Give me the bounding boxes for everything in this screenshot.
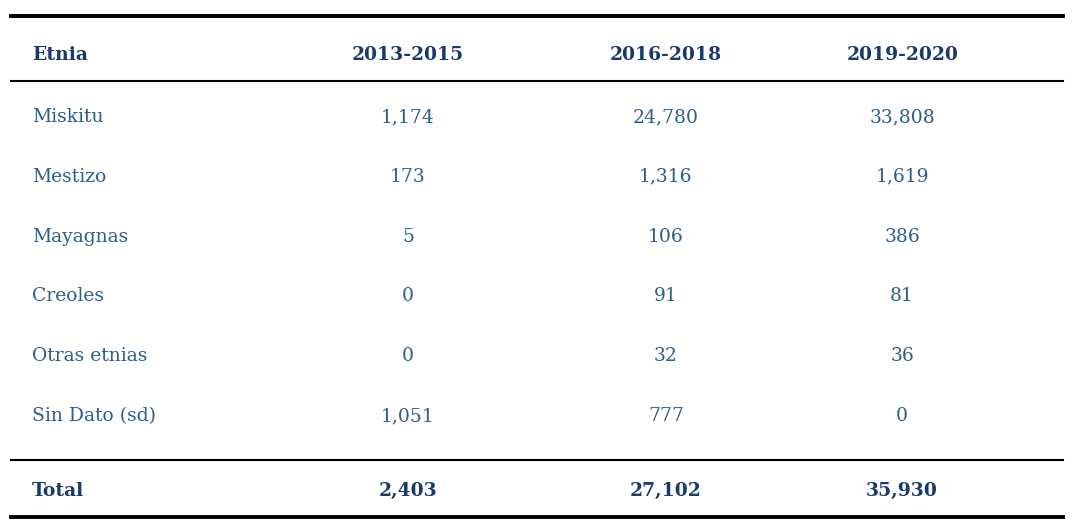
Text: Mestizo: Mestizo	[32, 168, 106, 186]
Text: 2019-2020: 2019-2020	[846, 46, 958, 63]
Text: Miskitu: Miskitu	[32, 108, 104, 126]
Text: 0: 0	[896, 407, 909, 425]
Text: 777: 777	[648, 407, 684, 425]
Text: 33,808: 33,808	[869, 108, 935, 126]
Text: 91: 91	[654, 288, 678, 305]
Text: 0: 0	[402, 347, 415, 365]
Text: Etnia: Etnia	[32, 46, 88, 63]
Text: 2013-2015: 2013-2015	[352, 46, 464, 63]
Text: 35,930: 35,930	[867, 483, 938, 500]
Text: 32: 32	[654, 347, 678, 365]
Text: 36: 36	[890, 347, 914, 365]
Text: 386: 386	[884, 228, 920, 245]
Text: Mayagnas: Mayagnas	[32, 228, 129, 245]
Text: 0: 0	[402, 288, 415, 305]
Text: 2016-2018: 2016-2018	[610, 46, 722, 63]
Text: 81: 81	[890, 288, 914, 305]
Text: 173: 173	[390, 168, 426, 186]
Text: 1,051: 1,051	[381, 407, 435, 425]
Text: 24,780: 24,780	[633, 108, 699, 126]
Text: 27,102: 27,102	[630, 483, 701, 500]
Text: 1,316: 1,316	[639, 168, 693, 186]
Text: Total: Total	[32, 483, 85, 500]
Text: 106: 106	[648, 228, 684, 245]
Text: 1,174: 1,174	[381, 108, 435, 126]
Text: 2,403: 2,403	[379, 483, 437, 500]
Text: 1,619: 1,619	[875, 168, 929, 186]
Text: Creoles: Creoles	[32, 288, 104, 305]
Text: 5: 5	[402, 228, 415, 245]
Text: Sin Dato (sd): Sin Dato (sd)	[32, 407, 156, 425]
Text: Otras etnias: Otras etnias	[32, 347, 147, 365]
